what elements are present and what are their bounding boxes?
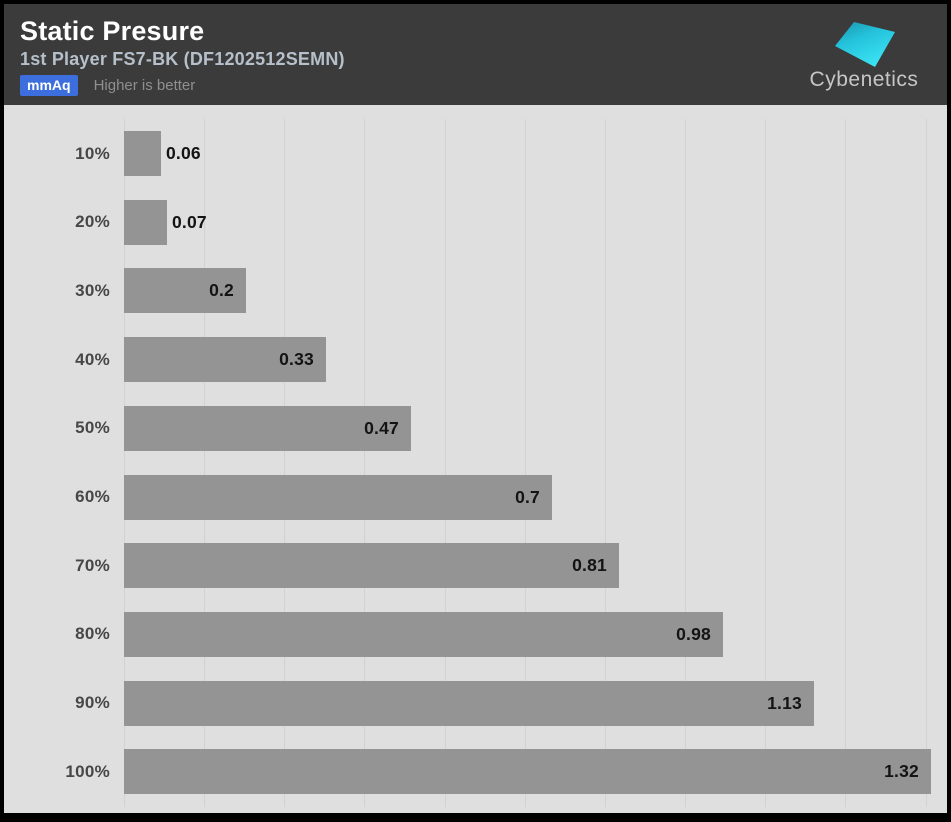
bar: 1.13 (124, 680, 814, 726)
category-label: 30% (75, 280, 110, 300)
gridline (284, 119, 285, 807)
bar: 0.47 (124, 405, 411, 451)
bar-row: 80% 0.98 (4, 600, 947, 669)
gridline (685, 119, 686, 807)
value-label: 0.7 (515, 486, 540, 507)
value-label: 0.81 (572, 555, 607, 576)
bar-row: 10% 0.06 (4, 119, 947, 188)
bar: 0.33 (124, 337, 326, 383)
category-label: 90% (75, 693, 110, 713)
bar (124, 131, 161, 176)
value-label: 0.2 (209, 280, 234, 301)
chart-meta-row: mmAq Higher is better (20, 75, 195, 96)
bar-row: 40% 0.33 (4, 325, 947, 394)
bar-row: 60% 0.7 (4, 463, 947, 532)
gridline (124, 119, 125, 807)
gridline (926, 119, 927, 807)
chart-header: Static Presure 1st Player FS7-BK (DF1202… (4, 4, 947, 105)
value-label: 1.32 (884, 761, 919, 782)
gridline (845, 119, 846, 807)
bar: 1.32 (124, 749, 931, 795)
cybenetics-logo-icon (835, 22, 895, 67)
bar-row: 20% 0.07 (4, 188, 947, 257)
bar: 0.2 (124, 268, 246, 314)
category-label: 70% (75, 555, 110, 575)
category-label: 100% (65, 761, 110, 781)
bar-row: 70% 0.81 (4, 531, 947, 600)
gridline (204, 119, 205, 807)
category-label: 80% (75, 624, 110, 644)
value-label: 0.06 (166, 143, 201, 163)
chart-title: Static Presure (20, 16, 205, 46)
chart-subtitle: 1st Player FS7-BK (DF1202512SEMN) (20, 49, 345, 69)
value-label: 0.33 (279, 349, 314, 370)
gridline (525, 119, 526, 807)
gridline (445, 119, 446, 807)
value-label: 0.98 (676, 623, 711, 644)
bar-chart-plot: 10% 0.06 20% 0.07 30% 0.2 40% 0.33 50% 0.47 60% 0.7… (4, 105, 947, 813)
gridline (765, 119, 766, 807)
bar: 0.7 (124, 474, 552, 520)
category-label: 50% (75, 418, 110, 438)
value-label: 0.47 (364, 417, 399, 438)
bar-row: 50% 0.47 (4, 394, 947, 463)
value-label: 0.07 (172, 211, 207, 232)
cybenetics-logo-text: Cybenetics (809, 68, 919, 91)
gridline (605, 119, 606, 807)
bar: 0.81 (124, 543, 619, 589)
bar-row: 30% 0.2 (4, 256, 947, 325)
value-label: 1.13 (767, 692, 802, 713)
gridline (364, 119, 365, 807)
unit-badge: mmAq (20, 75, 78, 96)
cybenetics-logo: Cybenetics (809, 14, 919, 94)
bar-row: 100% 1.32 (4, 737, 947, 806)
category-label: 40% (75, 349, 110, 369)
bar: 0.98 (124, 611, 723, 657)
category-label: 20% (75, 212, 110, 232)
category-label: 10% (75, 143, 110, 163)
higher-is-better-note: Higher is better (93, 77, 196, 94)
bar-row: 90% 1.13 (4, 669, 947, 738)
bar (124, 199, 167, 245)
category-label: 60% (75, 487, 110, 506)
